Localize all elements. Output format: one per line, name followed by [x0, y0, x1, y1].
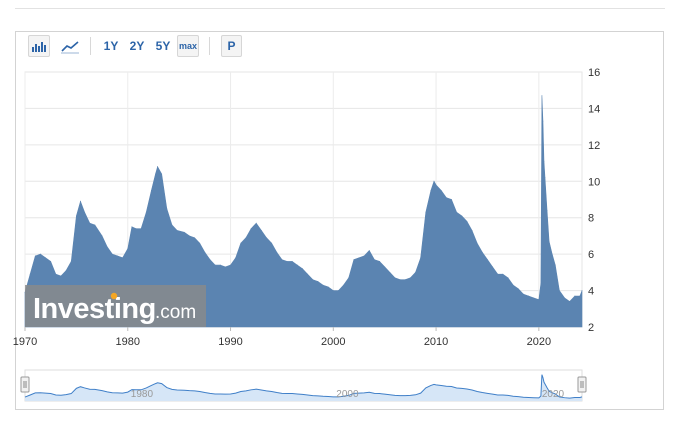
line-chart-icon	[61, 41, 79, 54]
range-1y-button[interactable]: 1Y	[103, 39, 119, 53]
toolbar-separator	[90, 37, 91, 55]
bar-chart-button[interactable]	[28, 35, 50, 57]
bar-chart-icon	[32, 42, 46, 52]
range-5y-button[interactable]: 5Y	[155, 39, 171, 53]
chart-frame	[15, 31, 664, 410]
line-chart-button[interactable]	[58, 35, 82, 57]
range-max-button[interactable]: max	[177, 35, 199, 57]
top-divider	[15, 8, 665, 9]
range-2y-button[interactable]: 2Y	[129, 39, 145, 53]
toolbar-separator	[209, 37, 210, 55]
print-button[interactable]: P	[221, 35, 242, 57]
